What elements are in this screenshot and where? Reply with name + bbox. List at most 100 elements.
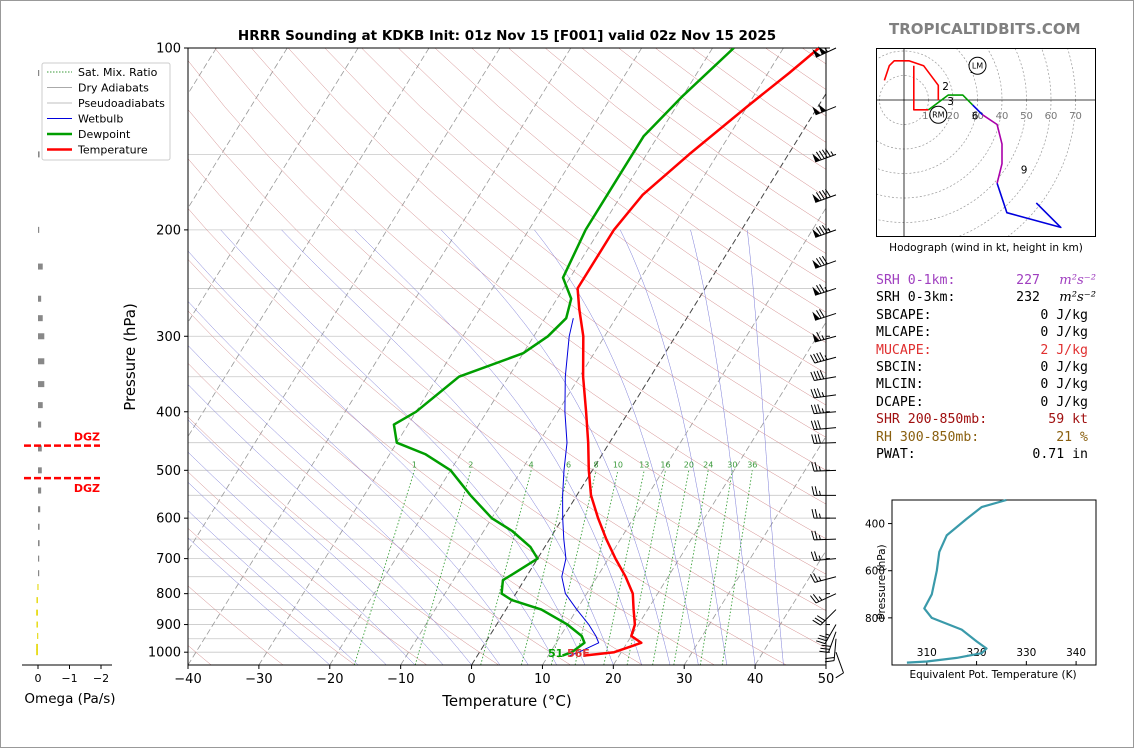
barb-full bbox=[814, 434, 818, 444]
y-tick-label: 700 bbox=[156, 552, 181, 567]
barb-full bbox=[818, 191, 825, 200]
hodograph: 1020304050607012369LMRM Hodograph (wind … bbox=[876, 48, 1096, 254]
hodo-ring-label: 10 bbox=[922, 111, 935, 122]
isotherm bbox=[542, 207, 826, 665]
wind-barb bbox=[810, 388, 837, 399]
barb-full bbox=[824, 188, 831, 198]
dry-adiabat bbox=[188, 310, 643, 665]
barb-full bbox=[814, 551, 818, 561]
hodo-height-label: 6 bbox=[972, 111, 979, 123]
barb-full bbox=[813, 573, 819, 582]
mixing-ratio-line bbox=[520, 470, 570, 665]
mixing-ratio-label: 8 bbox=[594, 460, 599, 469]
barb-flag bbox=[818, 104, 827, 113]
barb-shaft bbox=[815, 593, 837, 604]
parameter-row: SRH 0-1km: 227 m²s⁻² bbox=[876, 272, 1106, 289]
wind-barb bbox=[812, 46, 837, 58]
barb-full bbox=[813, 353, 819, 363]
sounding-parameters: SRH 0-1km: 227 m²s⁻² SRH 0-3km: 232 m²s⁻² SBCA… bbox=[876, 272, 1106, 463]
moist-adiabat bbox=[440, 229, 671, 665]
mixing-ratio-label: 10 bbox=[613, 460, 623, 469]
dry-adiabat bbox=[188, 109, 826, 611]
legend-entry: Dry Adiabats bbox=[78, 82, 149, 95]
parameter-row: SBCIN: 0 J/kg bbox=[876, 359, 1106, 376]
mixing-ratio-label: 6 bbox=[566, 460, 571, 469]
hodo-trace bbox=[972, 104, 983, 116]
theta-e-x-tick-label: 340 bbox=[1066, 647, 1086, 659]
legend-entry: Dewpoint bbox=[78, 128, 131, 141]
y-tick-label: 800 bbox=[156, 587, 181, 602]
dry-adiabat bbox=[398, 48, 826, 374]
parameter-row: SHR 200-850mb: 59 kt bbox=[876, 411, 1106, 428]
wind-barb bbox=[810, 551, 837, 562]
wind-barb bbox=[812, 255, 837, 269]
parameter-value: 0 J/kg bbox=[1040, 325, 1088, 341]
mixing-ratio-line bbox=[626, 470, 666, 665]
mixing-ratio-label: 2 bbox=[468, 460, 473, 469]
hodo-ring bbox=[1006, 48, 1076, 237]
isotherm bbox=[188, 48, 501, 552]
barb-full bbox=[816, 370, 822, 380]
parameter-value: 21 % bbox=[1056, 429, 1088, 445]
barb-full bbox=[818, 226, 825, 235]
dry-adiabat bbox=[214, 48, 826, 540]
barb-full bbox=[815, 192, 822, 201]
mixing-ratio-line bbox=[652, 470, 690, 665]
parameter-value: 232 bbox=[1016, 290, 1040, 306]
dry-adiabat bbox=[188, 416, 499, 665]
barb-full bbox=[816, 285, 822, 294]
hodo-height-label: 3 bbox=[947, 96, 954, 108]
barb-full bbox=[814, 617, 823, 624]
barb-shaft bbox=[815, 194, 837, 203]
barb-shaft bbox=[815, 153, 837, 163]
barb-flag bbox=[812, 153, 821, 162]
mixing-ratio-label: 24 bbox=[703, 460, 713, 469]
barb-flag bbox=[812, 193, 821, 203]
dry-adiabat bbox=[188, 258, 715, 665]
parameter-label: MUCAPE: bbox=[876, 342, 932, 358]
moist-adiabat bbox=[188, 451, 415, 665]
isotherm bbox=[754, 549, 826, 665]
hodo-marker bbox=[968, 56, 987, 75]
isotherm bbox=[188, 48, 288, 209]
barb-flag bbox=[812, 106, 821, 115]
barb-full bbox=[811, 530, 815, 541]
barb-full bbox=[835, 672, 844, 679]
moist-adiabat bbox=[188, 250, 557, 665]
hodo-ring-label: 30 bbox=[971, 111, 984, 122]
barb-full bbox=[812, 619, 821, 626]
wind-barbs bbox=[810, 46, 844, 679]
barb-flag bbox=[812, 311, 820, 321]
moist-adiabat bbox=[188, 345, 501, 665]
theta-e-y-label: Pressure (hPa) bbox=[876, 544, 888, 619]
hodo-ring-label: 70 bbox=[1069, 111, 1082, 122]
barb-half bbox=[818, 466, 821, 471]
barb-full bbox=[819, 284, 825, 293]
barb-full bbox=[811, 434, 815, 444]
barb-flag bbox=[812, 286, 820, 296]
hodo-trace bbox=[928, 94, 974, 111]
hodo-ring-label: 40 bbox=[996, 111, 1009, 122]
hodo-marker bbox=[929, 105, 948, 124]
isotherm bbox=[258, 48, 643, 665]
barb-full bbox=[824, 660, 835, 663]
barb-shaft bbox=[813, 538, 837, 541]
x-tick-label: 20 bbox=[605, 672, 622, 687]
barb-half bbox=[827, 227, 831, 233]
legend-entry: Pseudoadiabats bbox=[78, 97, 165, 110]
dry-adiabat bbox=[188, 362, 571, 665]
theta-e-x-tick-label: 330 bbox=[1016, 647, 1036, 659]
wind-barb bbox=[824, 638, 837, 663]
barb-full bbox=[810, 573, 816, 583]
barb-full bbox=[810, 371, 815, 381]
barb-shaft bbox=[814, 376, 837, 382]
barb-full bbox=[810, 389, 815, 399]
barb-flag bbox=[812, 49, 821, 58]
barb-full bbox=[819, 650, 829, 653]
wind-barb bbox=[810, 370, 837, 382]
moist-adiabat bbox=[188, 384, 472, 665]
theta-e-x-label: Equivalent Pot. Temperature (K) bbox=[909, 669, 1076, 681]
hodo-trace bbox=[981, 114, 1003, 184]
barb-shaft bbox=[814, 287, 837, 296]
parameter-value: 0.71 in bbox=[1032, 446, 1088, 462]
